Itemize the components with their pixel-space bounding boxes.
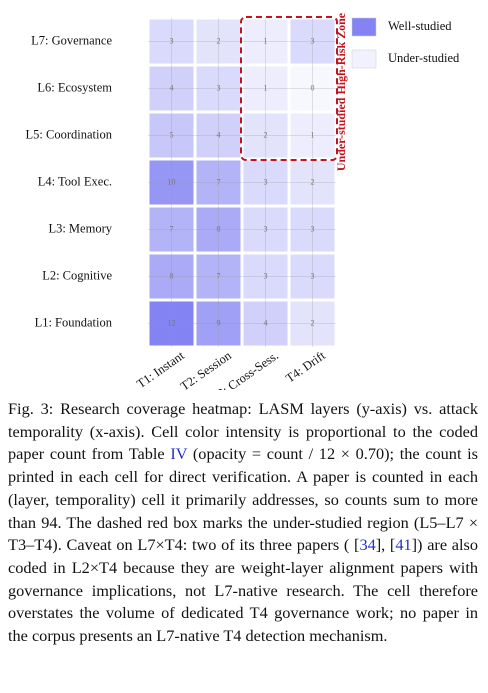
table-link[interactable]: IV bbox=[170, 444, 188, 464]
cell-count: 3 bbox=[264, 271, 268, 280]
heat-cell bbox=[149, 66, 194, 111]
cell-count: 7 bbox=[217, 271, 221, 280]
cell-count: 0 bbox=[311, 83, 315, 92]
caption-text: (opacity = count / 12 × 0.70); the count… bbox=[8, 444, 478, 555]
row-label: L4: Tool Exec. bbox=[38, 174, 112, 188]
heat-cell bbox=[149, 113, 194, 158]
heat-cell bbox=[290, 207, 335, 252]
heat-cell bbox=[243, 207, 288, 252]
row-label: L5: Coordination bbox=[26, 127, 113, 141]
heat-cell bbox=[196, 66, 241, 111]
cell-count: 2 bbox=[217, 36, 221, 45]
heat-cell bbox=[196, 113, 241, 158]
cell-count: 7 bbox=[217, 177, 221, 186]
heat-cell bbox=[149, 160, 194, 205]
legend-label: Under-studied bbox=[388, 51, 460, 65]
citation-link[interactable]: 41 bbox=[395, 535, 412, 555]
row-label: L3: Memory bbox=[48, 221, 112, 235]
citation-link[interactable]: 34 bbox=[359, 535, 376, 555]
heat-cell bbox=[196, 19, 241, 64]
cell-count: 12 bbox=[168, 318, 176, 327]
cell-count: 7 bbox=[170, 224, 174, 233]
cell-count: 3 bbox=[217, 83, 221, 92]
legend-swatch bbox=[351, 17, 377, 37]
cell-count: 4 bbox=[217, 130, 221, 139]
cell-count: 3 bbox=[311, 224, 315, 233]
cell-count: 3 bbox=[311, 271, 315, 280]
heat-cell bbox=[290, 160, 335, 205]
cell-count: 2 bbox=[311, 177, 315, 186]
heat-cell bbox=[243, 19, 288, 64]
heat-cell bbox=[243, 160, 288, 205]
heat-cell bbox=[243, 66, 288, 111]
zone-box bbox=[240, 16, 338, 161]
cell-count: 1 bbox=[264, 83, 268, 92]
heat-cell bbox=[290, 113, 335, 158]
cell-count: 10 bbox=[168, 177, 176, 186]
cell-count: 2 bbox=[264, 130, 268, 139]
cell-count: 3 bbox=[170, 36, 174, 45]
cell-count: 5 bbox=[170, 130, 174, 139]
cell-count: 9 bbox=[217, 318, 221, 327]
cell-count: 8 bbox=[170, 271, 174, 280]
cell-count: 3 bbox=[264, 177, 268, 186]
heat-cell bbox=[149, 301, 194, 346]
heat-cell bbox=[243, 254, 288, 299]
row-label: L1: Foundation bbox=[35, 315, 113, 329]
cell-count: 1 bbox=[264, 36, 268, 45]
cell-count: 1 bbox=[311, 130, 315, 139]
caption: Fig. 3: Research coverage heatmap: LASM … bbox=[8, 398, 478, 648]
caption-text: Fig. 3: Research coverage heatmap: LASM … bbox=[8, 399, 478, 464]
heat-cell bbox=[196, 207, 241, 252]
row-label: L6: Ecosystem bbox=[37, 80, 112, 94]
caption-text: ]) are also coded in L2×T4 because they … bbox=[8, 535, 478, 646]
heat-cell bbox=[196, 160, 241, 205]
heat-cell bbox=[149, 19, 194, 64]
heat-cell bbox=[149, 254, 194, 299]
heat-cell bbox=[196, 301, 241, 346]
legend-label: Well-studied bbox=[388, 19, 452, 33]
cell-count: 2 bbox=[311, 318, 315, 327]
cell-count: 4 bbox=[264, 318, 268, 327]
heat-cell bbox=[196, 254, 241, 299]
heat-cell bbox=[290, 19, 335, 64]
cell-count: 3 bbox=[264, 224, 268, 233]
caption-text: ], [ bbox=[375, 535, 396, 555]
heat-cell bbox=[290, 301, 335, 346]
column-label: T4: Drift bbox=[283, 348, 328, 385]
zone-label: Under-studied High-Risk Zone bbox=[334, 12, 348, 171]
legend-swatch bbox=[351, 49, 377, 69]
heat-cell bbox=[149, 207, 194, 252]
row-label: L2: Cognitive bbox=[42, 268, 112, 282]
heat-cell bbox=[290, 66, 335, 111]
cell-count: 8 bbox=[217, 224, 221, 233]
heat-cell bbox=[243, 301, 288, 346]
row-label: L7: Governance bbox=[31, 33, 112, 47]
cell-count: 4 bbox=[170, 83, 174, 92]
chart: 3 2 1 34 3 1 05 4 2 110 7 3 27 8 3 38 7 3 312 9 4 2L7: Govern… bbox=[26, 12, 460, 390]
cell-count: 3 bbox=[311, 36, 315, 45]
heat-cell bbox=[290, 254, 335, 299]
heat-cell bbox=[243, 113, 288, 158]
